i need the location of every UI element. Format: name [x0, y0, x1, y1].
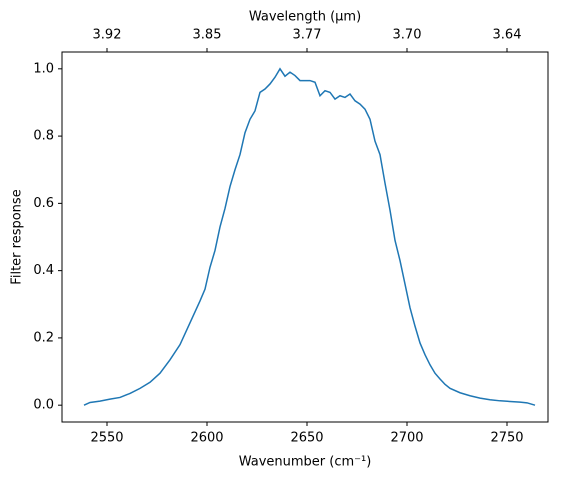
x2-tick-label: 3.70 [393, 28, 422, 43]
plot-frame [61, 51, 549, 423]
y-tick-label: 0.4 [33, 263, 54, 278]
x2-axis-label: Wavelength (μm) [249, 10, 361, 25]
y-axis-label: Filter response [10, 189, 25, 284]
x2-tick-label: 3.64 [493, 28, 522, 43]
y-tick-label: 0.6 [33, 196, 54, 211]
x2-tick-label: 3.92 [93, 28, 122, 43]
x-tick-label: 2750 [490, 431, 523, 446]
x-tick-label: 2650 [290, 431, 323, 446]
data-line [83, 67, 536, 406]
x-axis-label: Wavenumber (cm⁻¹) [239, 455, 372, 470]
x2-tick-label: 3.77 [293, 28, 322, 43]
y-tick-label: 0.8 [33, 129, 54, 144]
y-tick-label: 0.2 [33, 330, 54, 345]
x2-tick-label: 3.85 [193, 28, 222, 43]
x-tick-label: 2700 [390, 431, 423, 446]
y-tick-label: 0.0 [33, 398, 54, 413]
x-tick-label: 2550 [90, 431, 123, 446]
y-tick-label: 1.0 [33, 61, 54, 76]
x-tick-label: 2600 [190, 431, 223, 446]
